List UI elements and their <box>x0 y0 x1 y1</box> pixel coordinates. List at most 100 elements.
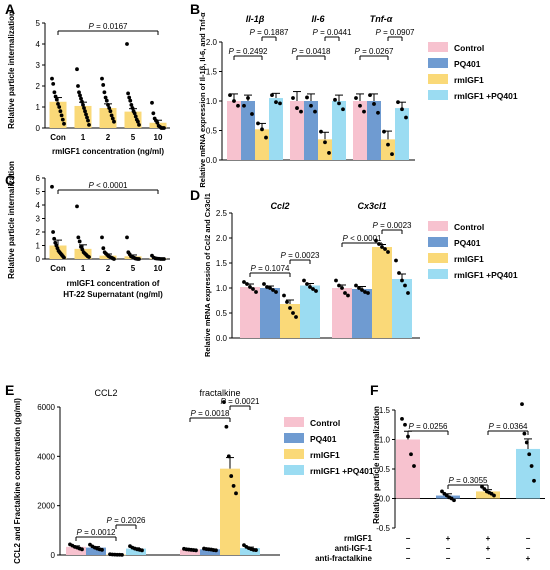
bar <box>74 105 92 128</box>
legend-label: PQ401 <box>454 59 481 69</box>
data-point <box>268 286 272 290</box>
bar <box>240 548 260 555</box>
y-tick-label: 5 <box>36 188 41 197</box>
data-point <box>242 280 246 284</box>
data-point <box>100 547 104 552</box>
data-point <box>150 100 154 105</box>
bar <box>200 549 220 555</box>
data-point <box>308 285 312 289</box>
data-point <box>162 126 166 130</box>
legend-swatch <box>284 433 304 443</box>
data-point <box>62 255 66 260</box>
x-tick-label: 5 <box>131 133 136 142</box>
y-tick-label: -0.5 <box>376 524 390 533</box>
p-value-label: P = 0.0267 <box>355 47 394 56</box>
data-point <box>80 99 84 104</box>
data-point <box>54 97 59 102</box>
x-tick-label: 1 <box>81 133 86 142</box>
data-point <box>291 311 295 315</box>
data-point <box>295 106 299 110</box>
data-point <box>412 464 416 468</box>
group-title: Il-6 <box>311 14 325 24</box>
bar <box>280 304 300 338</box>
p-value-label: P = 0.0023 <box>373 221 412 230</box>
data-point <box>362 109 366 114</box>
y-tick-label: 2.0 <box>216 234 228 243</box>
bar <box>255 129 269 160</box>
y-tick-label: 0 <box>36 255 41 264</box>
condition-row-label: rmIGF1 <box>344 534 373 543</box>
data-point <box>112 119 116 124</box>
legend-label: Control <box>454 43 484 53</box>
data-point <box>360 288 364 292</box>
data-point <box>346 293 350 298</box>
data-point <box>76 84 80 88</box>
data-point <box>527 452 532 457</box>
p-value-label: P = 0.1887 <box>250 28 289 37</box>
y-tick-label: 0 <box>36 124 41 133</box>
data-point <box>102 90 107 95</box>
data-point <box>103 95 108 100</box>
data-point <box>130 106 135 110</box>
y-tick-label: 1 <box>36 242 41 251</box>
data-point <box>409 452 413 457</box>
group-title: Il-1β <box>246 14 265 24</box>
panel-label: F <box>370 382 379 398</box>
data-point <box>109 113 114 118</box>
data-point <box>85 115 89 120</box>
legend-swatch <box>428 58 448 68</box>
data-point <box>234 491 238 496</box>
data-point <box>125 42 129 46</box>
data-point <box>386 142 390 147</box>
data-point <box>529 464 534 468</box>
data-point <box>162 257 166 261</box>
data-point <box>354 283 358 288</box>
data-point <box>480 484 484 489</box>
p-value-label: P < 0.0001 <box>343 234 382 243</box>
panel-label: C <box>5 172 15 188</box>
bar <box>332 101 346 160</box>
y-tick-label: 1.5 <box>379 406 391 415</box>
bar <box>49 101 67 128</box>
data-point <box>120 552 124 557</box>
data-point <box>482 487 487 491</box>
y-tick-label: 2.5 <box>216 209 228 218</box>
x-tick-label: Con <box>50 264 66 273</box>
bar <box>269 98 283 160</box>
x-tick-label: 10 <box>154 133 163 142</box>
legend-label: rmIGF1 +PQ401 <box>454 91 518 101</box>
data-point <box>251 287 255 291</box>
data-point <box>50 184 54 189</box>
y-tick-label: 4000 <box>37 452 55 461</box>
legend-swatch <box>284 417 304 427</box>
x-tick-label: 5 <box>131 264 136 273</box>
data-point <box>302 278 306 283</box>
p-value-label: P = 0.0018 <box>191 409 230 418</box>
data-point <box>271 288 275 292</box>
data-point <box>260 127 264 132</box>
group-title: Cx3cl1 <box>357 201 386 211</box>
data-point <box>77 90 81 95</box>
condition-sign: − <box>406 554 411 563</box>
x-tick-label: Con <box>50 133 66 142</box>
legend-label: PQ401 <box>454 238 481 248</box>
data-point <box>358 103 362 108</box>
data-point <box>319 129 323 134</box>
data-point <box>299 109 303 114</box>
condition-sign: − <box>446 554 451 563</box>
condition-sign: − <box>526 544 531 553</box>
data-point <box>254 548 258 552</box>
y-tick-label: 0.0 <box>206 156 218 165</box>
data-point <box>354 96 358 100</box>
legend-label: rmIGF1 <box>310 450 340 460</box>
data-point <box>231 484 236 488</box>
p-value-label: P = 0.0441 <box>313 28 352 37</box>
bar <box>367 101 381 160</box>
data-point <box>77 239 82 244</box>
panel-c-chart: Relative particle internalization 0 1 2 3 4 5 6… <box>7 161 170 299</box>
legend-label: rmIGF1 <box>454 75 484 85</box>
data-point <box>126 91 130 96</box>
panel-a-chart: Relative particle internalization 0 1 2 3 4 5 C… <box>7 11 170 156</box>
group-title: CCL2 <box>94 388 117 398</box>
p-value-label: P = 0.0023 <box>281 251 320 260</box>
